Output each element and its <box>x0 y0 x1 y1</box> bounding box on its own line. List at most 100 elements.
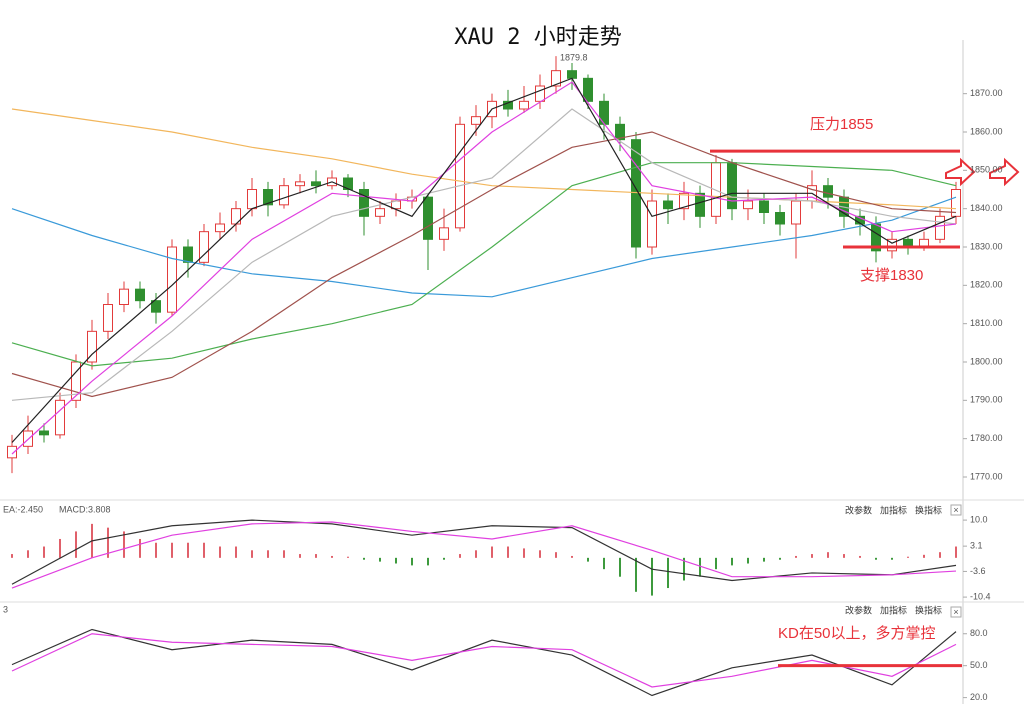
candle-body <box>311 181 321 187</box>
candle-body <box>423 196 433 240</box>
candle-body <box>743 200 753 210</box>
indicator-line <box>11 628 957 697</box>
candle-body <box>439 227 449 240</box>
candle-body <box>791 200 801 225</box>
y-tick-label: 1830.00 <box>970 241 1003 251</box>
candle-body <box>535 85 545 102</box>
candle-body <box>727 162 737 210</box>
indicator-line <box>11 196 957 298</box>
candle-body <box>871 223 881 252</box>
indicator-line <box>11 162 957 367</box>
y-tick-label: 3.1 <box>970 541 983 551</box>
macd-bar <box>459 554 461 558</box>
close-icon[interactable]: × <box>953 505 958 515</box>
indicator-header: 3 <box>3 604 8 614</box>
candle-body <box>199 231 209 263</box>
indicator-button[interactable]: 加指标 <box>880 504 907 515</box>
y-tick-label: 1770.00 <box>970 471 1003 481</box>
candle-body <box>343 177 353 190</box>
indicator-header: EA:-2.450 <box>3 504 43 514</box>
macd-bar <box>587 557 589 562</box>
macd-bar <box>443 557 445 560</box>
macd-bar <box>187 542 189 558</box>
macd-bar <box>747 557 749 564</box>
candle-body <box>823 185 833 198</box>
macd-bar <box>667 557 669 589</box>
macd-bar <box>267 550 269 558</box>
y-tick-label: 1860.00 <box>970 126 1003 136</box>
macd-bar <box>555 552 557 558</box>
y-tick-label: -10.4 <box>970 591 991 601</box>
candle-body <box>151 300 161 313</box>
level-label: 支撑1830 <box>860 267 923 284</box>
macd-bar <box>571 555 573 558</box>
close-icon[interactable]: × <box>953 607 958 617</box>
y-tick-label: 1790.00 <box>970 395 1003 405</box>
close-button[interactable] <box>950 606 962 618</box>
indicator-line <box>11 81 957 455</box>
y-tick-label: 1780.00 <box>970 433 1003 443</box>
macd-bar <box>651 557 653 596</box>
candle-body <box>615 123 625 141</box>
macd-bar <box>11 554 13 558</box>
macd-bar <box>155 542 157 558</box>
chart-title: XAU 2 小时走势 <box>454 25 621 50</box>
y-tick-label: 20.0 <box>970 692 988 702</box>
macd-bar <box>171 542 173 558</box>
candle-body <box>567 70 577 79</box>
indicator-button[interactable]: 换指标 <box>915 604 942 615</box>
macd-bar <box>59 538 61 558</box>
y-tick-label: 1850.00 <box>970 165 1003 175</box>
candle-body <box>39 430 49 436</box>
close-button[interactable] <box>950 504 962 516</box>
arrow-icon <box>945 157 976 187</box>
candle-body <box>71 361 81 401</box>
macd-bar <box>955 546 957 558</box>
max-label: 1879.8 <box>560 52 588 62</box>
macd-bar <box>811 554 813 558</box>
macd-bar <box>43 546 45 558</box>
y-tick-label: 1840.00 <box>970 203 1003 213</box>
macd-bar <box>491 546 493 558</box>
macd-bar <box>411 557 413 566</box>
candle-body <box>519 100 529 110</box>
indicator-button[interactable]: 改参数 <box>845 504 872 515</box>
indicator-button[interactable]: 加指标 <box>880 604 907 615</box>
y-tick-label: 10.0 <box>970 514 988 524</box>
candle-body <box>263 189 273 206</box>
macd-bar <box>715 557 717 570</box>
macd-bar <box>139 538 141 558</box>
macd-bar <box>939 552 941 558</box>
candle-body <box>551 70 561 87</box>
candle-body <box>679 192 689 210</box>
level-label: 压力1855 <box>810 116 873 133</box>
indicator-line <box>11 108 957 401</box>
indicator-line <box>11 633 957 688</box>
candle-body <box>359 189 369 217</box>
level-label: KD在50以上，多方掌控 <box>778 625 936 642</box>
macd-bar <box>859 555 861 558</box>
macd-bar <box>907 556 909 558</box>
macd-bar <box>827 552 829 558</box>
candle-body <box>119 288 129 305</box>
macd-bar <box>363 557 365 560</box>
indicator-button[interactable]: 改参数 <box>845 604 872 615</box>
macd-bar <box>107 527 109 558</box>
y-tick-label: 80.0 <box>970 628 988 638</box>
macd-bar <box>779 557 781 560</box>
macd-bar <box>235 546 237 558</box>
macd-bar <box>475 550 477 558</box>
candle-body <box>167 246 177 313</box>
candle-body <box>135 288 145 302</box>
macd-bar <box>843 554 845 558</box>
indicator-button[interactable]: 换指标 <box>915 504 942 515</box>
y-tick-label: -3.6 <box>970 566 986 576</box>
candle-body <box>583 77 593 102</box>
macd-bar <box>75 531 77 558</box>
y-tick-label: 1810.00 <box>970 318 1003 328</box>
macd-bar <box>219 546 221 558</box>
candle-body <box>663 200 673 210</box>
indicator-line <box>11 131 957 398</box>
candle-body <box>295 181 305 187</box>
